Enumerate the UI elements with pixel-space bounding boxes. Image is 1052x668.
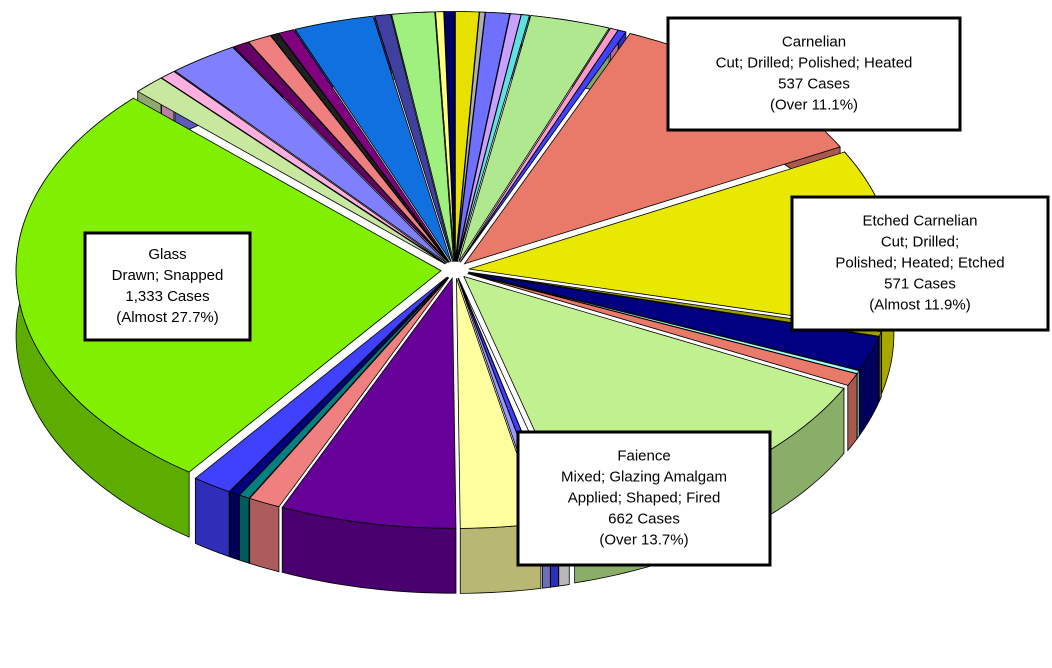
slice <box>238 277 449 499</box>
slice <box>194 276 448 493</box>
slice <box>391 11 455 262</box>
slice <box>456 14 530 262</box>
slice <box>233 41 449 263</box>
slice-label: Cut; Drilled; <box>881 233 959 250</box>
slice-label: Applied; Shaped; Fired <box>568 489 721 506</box>
slice-label: Mixed; Glazing Amalgam <box>561 468 727 485</box>
slice-side <box>847 372 858 452</box>
slice-label: (Almost 27.7%) <box>116 309 219 326</box>
slice <box>174 46 448 264</box>
label-box <box>666 16 962 132</box>
slice <box>455 11 511 262</box>
slice-label: Faience <box>617 447 670 464</box>
slice <box>454 11 480 262</box>
slice-label: 662 Cases <box>608 510 680 527</box>
slice <box>160 71 447 264</box>
slice-label: Drawn; Snapped <box>112 267 224 284</box>
label-box <box>83 231 252 342</box>
slice-label: (Almost 11.9%) <box>869 296 970 313</box>
slice-label: Carnelian <box>782 33 846 50</box>
slice <box>455 11 486 262</box>
slice-side <box>229 491 240 561</box>
slice-label: (Over 11.1%) <box>770 96 858 113</box>
slice <box>136 77 446 265</box>
slice <box>247 35 450 263</box>
slice-label: Etched Carnelian <box>862 212 977 229</box>
slice <box>281 277 457 529</box>
label-box <box>790 195 1050 332</box>
slice <box>458 15 610 263</box>
slice-side <box>249 497 280 573</box>
slice <box>294 15 452 263</box>
slice-side <box>856 369 860 440</box>
slice <box>270 33 450 263</box>
slice <box>467 273 858 386</box>
slice-label: 1,333 Cases <box>125 288 209 305</box>
label-box <box>516 430 772 567</box>
slice <box>459 29 627 263</box>
slice-label: Polished; Heated; Etched <box>835 254 1004 271</box>
slice <box>248 277 450 508</box>
slice-side <box>878 331 882 402</box>
slice-label: 571 Cases <box>884 275 956 292</box>
slice <box>435 11 455 262</box>
slice-label: (Over 13.7%) <box>599 531 688 548</box>
slice <box>468 271 882 337</box>
slice <box>468 272 880 371</box>
slice-label: Cut; Drilled; Polished; Heated <box>716 54 913 71</box>
slice <box>374 13 454 262</box>
slice-side <box>239 494 250 564</box>
slice-label: 537 Cases <box>778 75 850 92</box>
slice-label: Glass <box>148 246 186 263</box>
